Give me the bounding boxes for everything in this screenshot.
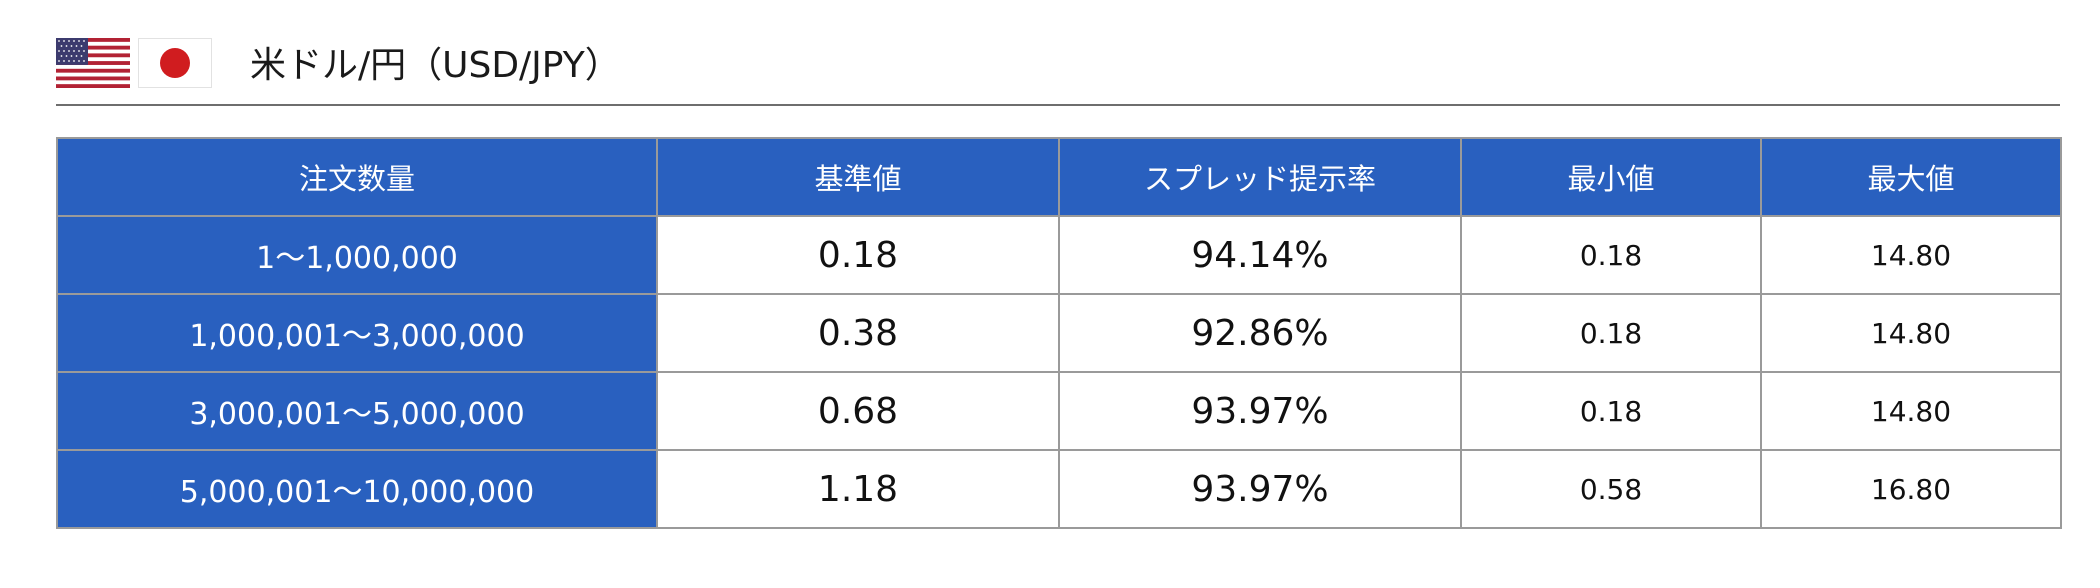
column-header-max: 最大値 xyxy=(1760,137,2062,217)
cell-spread-rate: 93.97% xyxy=(1058,371,1462,451)
table-row: 1,000,001〜3,000,000 0.38 92.86% 0.18 14.… xyxy=(56,293,2062,373)
table-row: 5,000,001〜10,000,000 1.18 93.97% 0.58 16… xyxy=(56,449,2062,529)
cell-base: 0.18 xyxy=(656,215,1060,295)
cell-quantity: 1〜1,000,000 xyxy=(56,215,658,295)
cell-base: 0.38 xyxy=(656,293,1060,373)
cell-base: 0.68 xyxy=(656,371,1060,451)
cell-quantity: 1,000,001〜3,000,000 xyxy=(56,293,658,373)
cell-base: 1.18 xyxy=(656,449,1060,529)
cell-max: 14.80 xyxy=(1760,215,2062,295)
japan-flag-icon xyxy=(138,38,212,88)
cell-min: 0.18 xyxy=(1460,293,1762,373)
cell-quantity: 3,000,001〜5,000,000 xyxy=(56,371,658,451)
cell-spread-rate: 93.97% xyxy=(1058,449,1462,529)
table-row: 1〜1,000,000 0.18 94.14% 0.18 14.80 xyxy=(56,215,2062,295)
table-header-row: 注文数量 基準値 スプレッド提示率 最小値 最大値 xyxy=(56,137,2062,217)
cell-max: 14.80 xyxy=(1760,371,2062,451)
table-row: 3,000,001〜5,000,000 0.68 93.97% 0.18 14.… xyxy=(56,371,2062,451)
column-header-min: 最小値 xyxy=(1460,137,1762,217)
cell-min: 0.58 xyxy=(1460,449,1762,529)
cell-min: 0.18 xyxy=(1460,215,1762,295)
cell-spread-rate: 94.14% xyxy=(1058,215,1462,295)
cell-quantity: 5,000,001〜10,000,000 xyxy=(56,449,658,529)
section-header: 米ドル/円（USD/JPY） xyxy=(56,38,2060,106)
cell-max: 14.80 xyxy=(1760,293,2062,373)
japan-flag-disc xyxy=(160,48,190,78)
column-header-quantity: 注文数量 xyxy=(56,137,658,217)
column-header-spread-rate: スプレッド提示率 xyxy=(1058,137,1462,217)
spread-table: 注文数量 基準値 スプレッド提示率 最小値 最大値 1〜1,000,000 0.… xyxy=(56,137,2062,529)
cell-spread-rate: 92.86% xyxy=(1058,293,1462,373)
us-flag-icon xyxy=(56,38,130,88)
cell-min: 0.18 xyxy=(1460,371,1762,451)
section-title: 米ドル/円（USD/JPY） xyxy=(250,45,621,86)
cell-max: 16.80 xyxy=(1760,449,2062,529)
column-header-base: 基準値 xyxy=(656,137,1060,217)
